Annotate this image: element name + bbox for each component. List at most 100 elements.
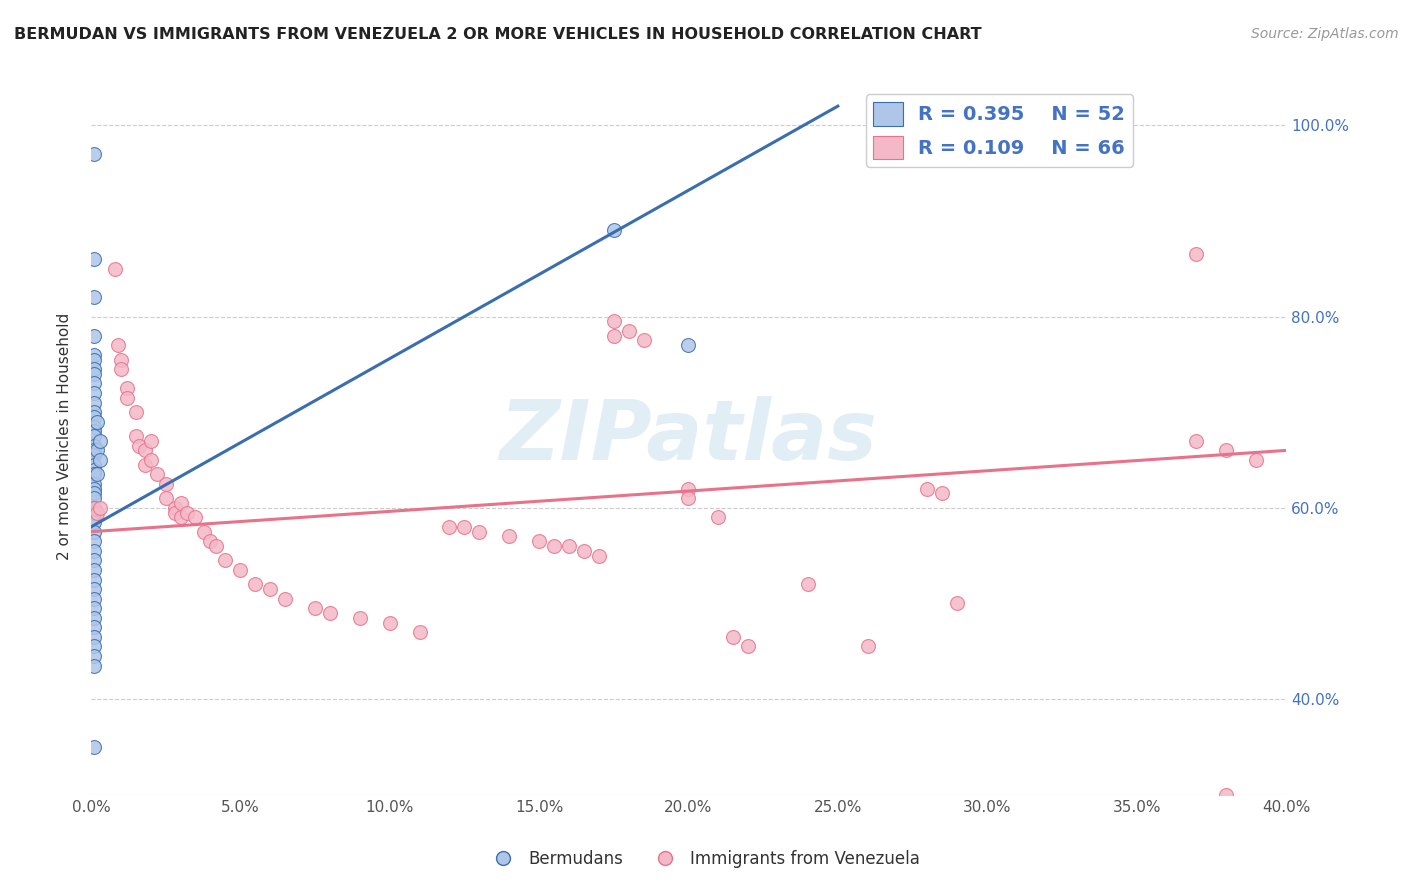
Point [83,500,105,515]
Point [917,482,939,496]
Point [83,429,105,443]
Point [83,491,105,506]
Point [617,324,640,338]
Point [163,500,186,515]
Point [169,496,191,510]
Point [83,563,105,577]
Point [205,539,228,553]
Point [110,362,132,376]
Point [89,500,111,515]
Point [155,491,177,506]
Point [543,539,565,553]
Point [125,429,148,443]
Point [408,625,430,640]
Point [83,544,105,558]
Point [163,506,186,520]
Point [83,348,105,362]
Point [176,506,198,520]
Point [856,640,879,654]
Point [83,362,105,376]
Point [86,415,108,429]
Point [603,314,626,328]
Point [245,577,267,591]
Point [304,601,326,615]
Point [633,334,655,348]
Legend: Bermudans, Immigrants from Venezuela: Bermudans, Immigrants from Venezuela [479,844,927,875]
Point [527,534,550,549]
Point [83,611,105,625]
Point [83,515,105,529]
Point [737,640,759,654]
Point [707,510,730,524]
Point [125,405,148,419]
Point [83,290,105,304]
Point [83,448,105,462]
Point [83,640,105,654]
Point [83,591,105,606]
Point [83,376,105,391]
Point [678,491,700,506]
Point [83,573,105,587]
Point [1215,443,1237,458]
Point [83,658,105,673]
Point [83,482,105,496]
Point [572,544,595,558]
Point [274,591,297,606]
Point [83,425,105,439]
Point [83,630,105,644]
Point [678,338,700,352]
Point [1185,247,1208,261]
Point [89,434,111,448]
Point [169,510,191,524]
Point [83,147,105,161]
Point [139,434,162,448]
Point [1244,453,1267,467]
Point [83,467,105,482]
Point [83,601,105,615]
Point [86,467,108,482]
Point [1215,788,1237,802]
Point [128,439,150,453]
Point [134,458,156,472]
Point [214,553,236,567]
Legend: R = 0.395    N = 52, R = 0.109    N = 66: R = 0.395 N = 52, R = 0.109 N = 66 [866,95,1133,167]
Point [83,534,105,549]
Point [1185,434,1208,448]
Point [678,482,700,496]
Point [83,500,105,515]
Point [83,582,105,596]
Point [83,739,105,754]
Point [83,395,105,409]
Point [603,223,626,237]
Point [603,328,626,343]
Point [558,539,581,553]
Point [83,443,105,458]
Point [86,506,108,520]
Point [439,520,461,534]
Point [83,524,105,539]
Point [86,443,108,458]
Point [83,439,105,453]
Point [349,611,371,625]
Point [588,549,610,563]
Point [453,520,475,534]
Point [110,352,132,367]
Point [145,467,167,482]
Text: Source: ZipAtlas.com: Source: ZipAtlas.com [1251,27,1399,41]
Point [83,553,105,567]
Point [83,648,105,663]
Point [83,506,105,520]
Point [946,596,969,610]
Point [378,615,401,630]
Point [193,524,215,539]
Point [259,582,281,596]
Point [83,486,105,500]
Point [200,534,222,549]
Point [468,524,491,539]
Point [797,577,820,591]
Point [723,630,745,644]
Point [89,453,111,467]
Point [83,386,105,401]
Point [139,453,162,467]
Text: BERMUDAN VS IMMIGRANTS FROM VENEZUELA 2 OR MORE VEHICLES IN HOUSEHOLD CORRELATIO: BERMUDAN VS IMMIGRANTS FROM VENEZUELA 2 … [14,27,981,42]
